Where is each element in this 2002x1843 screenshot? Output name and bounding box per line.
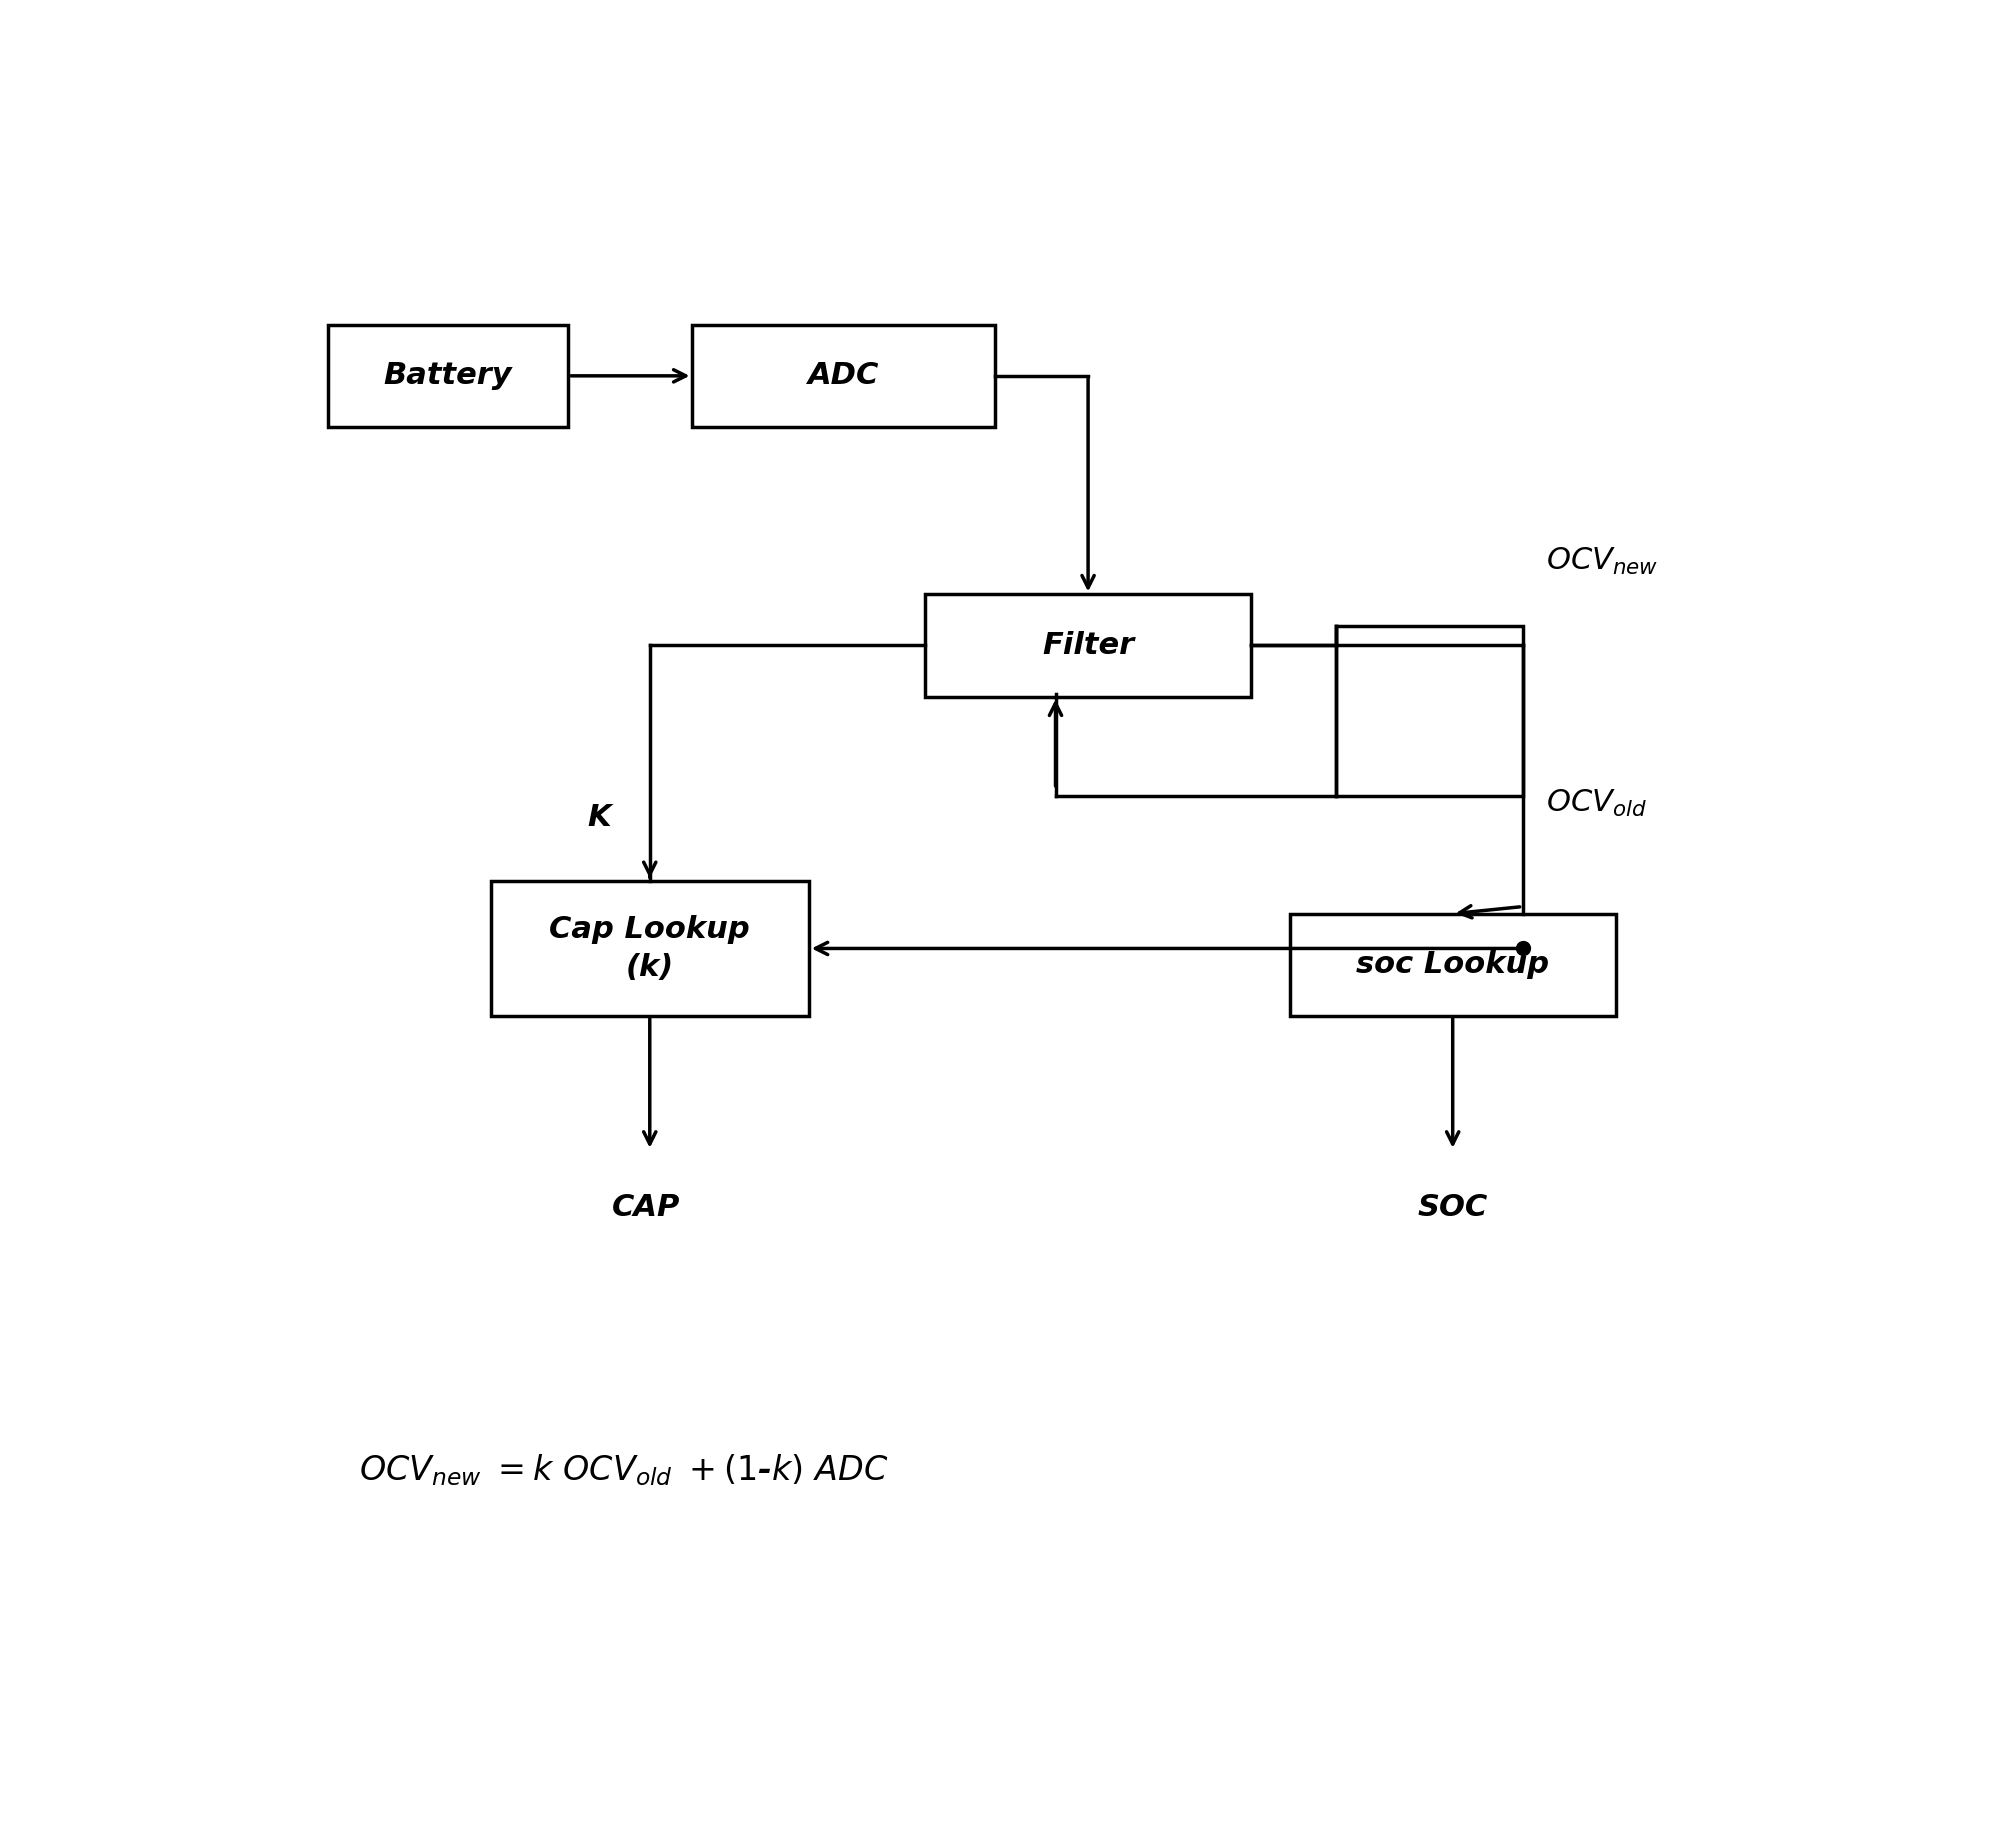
Text: Battery: Battery	[384, 361, 513, 391]
Text: $OCV_{old}$: $OCV_{old}$	[1546, 787, 1646, 818]
Bar	[1335, 625, 1522, 796]
Text: soc Lookup: soc Lookup	[1355, 951, 1550, 979]
Text: $OCV_{new}$$\ =k\ OCV_{old}\ +(1$-$k)\ ADC$: $OCV_{new}$$\ =k\ OCV_{old}\ +(1$-$k)\ A…	[358, 1452, 889, 1487]
Bar	[490, 881, 809, 1015]
Bar	[1289, 914, 1616, 1015]
Bar	[328, 324, 569, 428]
Text: Filter: Filter	[1041, 630, 1135, 660]
Bar	[925, 595, 1251, 697]
Text: $OCV_{new}$: $OCV_{new}$	[1546, 546, 1658, 577]
Text: ADC: ADC	[809, 361, 879, 391]
Text: K: K	[587, 804, 611, 831]
Text: SOC: SOC	[1417, 1192, 1487, 1222]
Bar	[693, 324, 995, 428]
Text: Cap Lookup
(k): Cap Lookup (k)	[549, 914, 751, 982]
Text: CAP: CAP	[613, 1192, 681, 1222]
